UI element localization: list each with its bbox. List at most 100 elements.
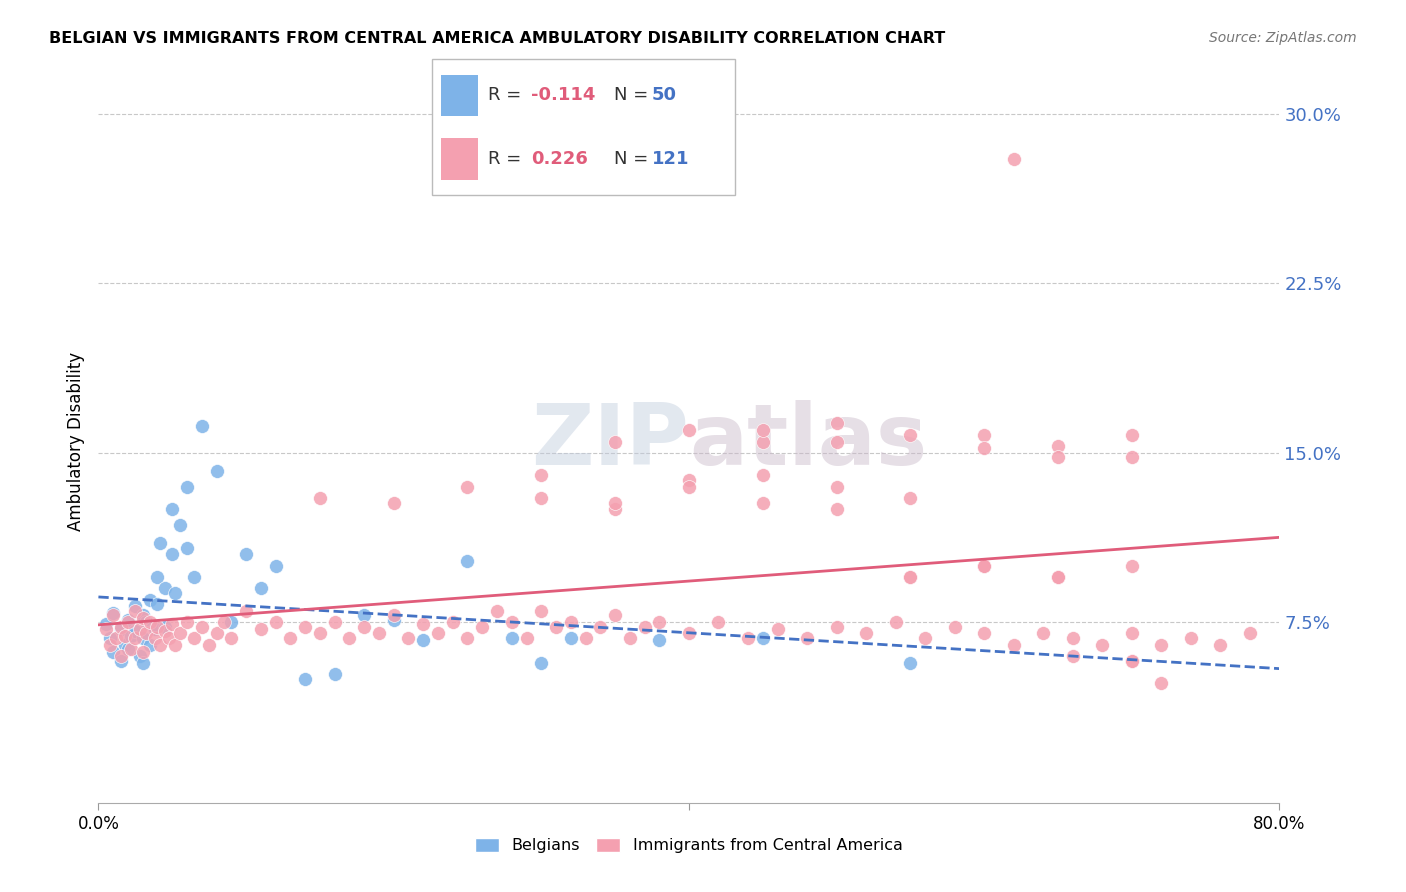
Point xyxy=(146,597,169,611)
Point xyxy=(146,570,169,584)
Point xyxy=(678,480,700,494)
Point xyxy=(132,610,155,624)
Point xyxy=(973,427,995,442)
Point xyxy=(973,626,995,640)
Point xyxy=(323,667,346,681)
Text: -0.114: -0.114 xyxy=(531,87,595,104)
Point xyxy=(250,582,273,596)
Point xyxy=(1121,558,1143,573)
Point xyxy=(1121,654,1143,668)
Point xyxy=(605,608,627,623)
Point xyxy=(149,536,172,550)
Point xyxy=(139,638,162,652)
Point xyxy=(368,626,391,640)
Point xyxy=(900,491,922,505)
Point xyxy=(165,586,187,600)
Point xyxy=(605,502,627,516)
Point xyxy=(884,615,907,630)
Point xyxy=(1209,638,1232,652)
Point xyxy=(530,604,553,618)
Point xyxy=(176,615,198,630)
Point xyxy=(678,423,700,437)
Point xyxy=(486,604,509,618)
Point xyxy=(176,541,198,555)
Point xyxy=(427,626,450,640)
Point xyxy=(128,648,150,663)
Point xyxy=(103,644,125,658)
Point xyxy=(900,656,922,670)
Point xyxy=(575,631,598,645)
Point xyxy=(103,608,125,623)
Point xyxy=(914,631,936,645)
Point xyxy=(530,491,553,505)
Point xyxy=(323,615,346,630)
Point xyxy=(198,638,221,652)
Point xyxy=(183,631,205,645)
Point xyxy=(648,633,671,648)
Text: 0.226: 0.226 xyxy=(531,150,588,168)
Point xyxy=(752,423,775,437)
Point xyxy=(825,417,848,431)
Point xyxy=(1180,631,1202,645)
Point xyxy=(235,548,257,562)
Point xyxy=(546,620,568,634)
Point xyxy=(124,624,146,639)
Point xyxy=(132,656,155,670)
Point xyxy=(530,468,553,483)
Point xyxy=(191,620,214,634)
Text: BELGIAN VS IMMIGRANTS FROM CENTRAL AMERICA AMBULATORY DISABILITY CORRELATION CHA: BELGIAN VS IMMIGRANTS FROM CENTRAL AMERI… xyxy=(49,31,945,46)
Point xyxy=(165,638,187,652)
Point xyxy=(1002,153,1025,167)
Point xyxy=(98,631,121,645)
FancyBboxPatch shape xyxy=(432,60,735,194)
Point xyxy=(1121,427,1143,442)
Point xyxy=(471,620,494,634)
Text: 50: 50 xyxy=(651,87,676,104)
Point xyxy=(135,615,157,630)
Point xyxy=(516,631,538,645)
Point xyxy=(135,626,157,640)
Point xyxy=(1121,654,1143,668)
Point xyxy=(943,620,966,634)
Point xyxy=(900,427,922,442)
Point xyxy=(1046,450,1070,465)
Point xyxy=(162,617,183,632)
Point xyxy=(353,608,375,623)
Point xyxy=(98,638,121,652)
Point xyxy=(1150,638,1173,652)
Point xyxy=(250,622,273,636)
Point xyxy=(124,599,146,614)
Point xyxy=(162,548,183,562)
Point xyxy=(766,622,789,636)
Text: R =: R = xyxy=(488,150,527,168)
Point xyxy=(855,626,877,640)
Point xyxy=(589,620,612,634)
Text: Source: ZipAtlas.com: Source: ZipAtlas.com xyxy=(1209,31,1357,45)
Point xyxy=(973,558,995,573)
Point xyxy=(752,495,775,509)
Point xyxy=(117,613,139,627)
Point xyxy=(132,644,155,658)
Point xyxy=(132,608,155,623)
Point xyxy=(110,622,132,636)
Point xyxy=(221,615,243,630)
Text: atlas: atlas xyxy=(689,400,927,483)
Text: R =: R = xyxy=(488,87,527,104)
Point xyxy=(205,626,228,640)
Point xyxy=(114,638,136,652)
Point xyxy=(205,464,228,478)
Point xyxy=(117,642,139,657)
Point xyxy=(825,620,848,634)
Point xyxy=(162,502,183,516)
Point xyxy=(1062,631,1084,645)
Point xyxy=(110,654,132,668)
Point xyxy=(382,495,405,509)
Point xyxy=(153,582,176,596)
Point xyxy=(707,615,730,630)
Point xyxy=(530,656,553,670)
Point xyxy=(737,631,759,645)
Point xyxy=(94,622,117,636)
Point xyxy=(183,570,205,584)
Point xyxy=(264,615,287,630)
Point xyxy=(441,615,464,630)
